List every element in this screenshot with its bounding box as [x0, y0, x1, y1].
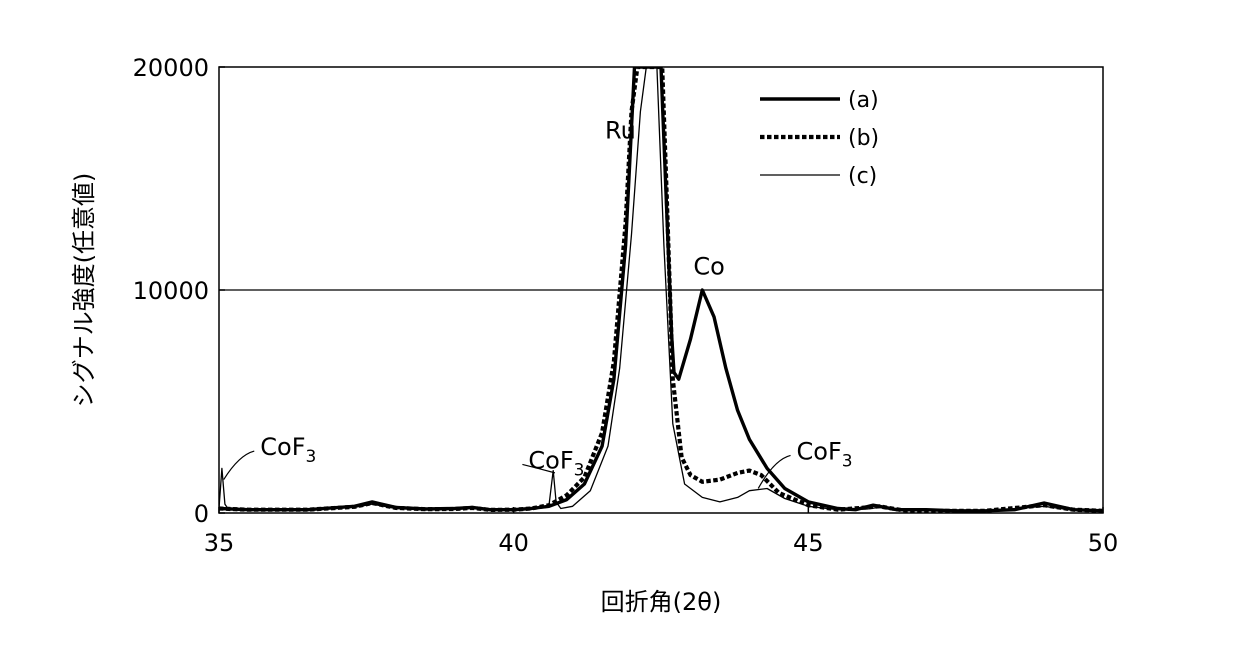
y-axis-label: シグナル強度(任意値) [70, 173, 98, 408]
legend-label-0: (a) [848, 88, 879, 113]
x-axis-label: 回折角(2θ) [601, 588, 722, 616]
series-line-2 [219, 67, 1103, 511]
x-tick-label-3: 50 [1088, 529, 1119, 557]
annotation-4: CoF3 [797, 437, 853, 471]
x-tick-label-0: 35 [204, 529, 235, 557]
series-line-1 [219, 67, 1103, 511]
annotation-layer: Ru Co CoF3 CoF3 CoF3 [224, 116, 853, 488]
series-line-0 [219, 67, 1103, 511]
y-tick-label-2: 20000 [133, 54, 209, 82]
x-tick-label-1: 40 [498, 529, 529, 557]
series-layer [219, 67, 1103, 511]
annotation-0: Ru [605, 116, 636, 144]
legend: (a) (b) (c) [760, 88, 879, 189]
annotation-pointer-2 [224, 451, 255, 480]
y-tick-label-1: 10000 [133, 277, 209, 305]
legend-label-2: (c) [848, 164, 877, 189]
annotation-2: CoF3 [260, 433, 316, 467]
annotation-3: CoF3 [528, 446, 584, 480]
y-tick-label-0: 0 [194, 500, 209, 528]
x-tick-label-2: 45 [793, 529, 824, 557]
annotation-1: Co [693, 252, 724, 280]
legend-label-1: (b) [848, 126, 879, 151]
